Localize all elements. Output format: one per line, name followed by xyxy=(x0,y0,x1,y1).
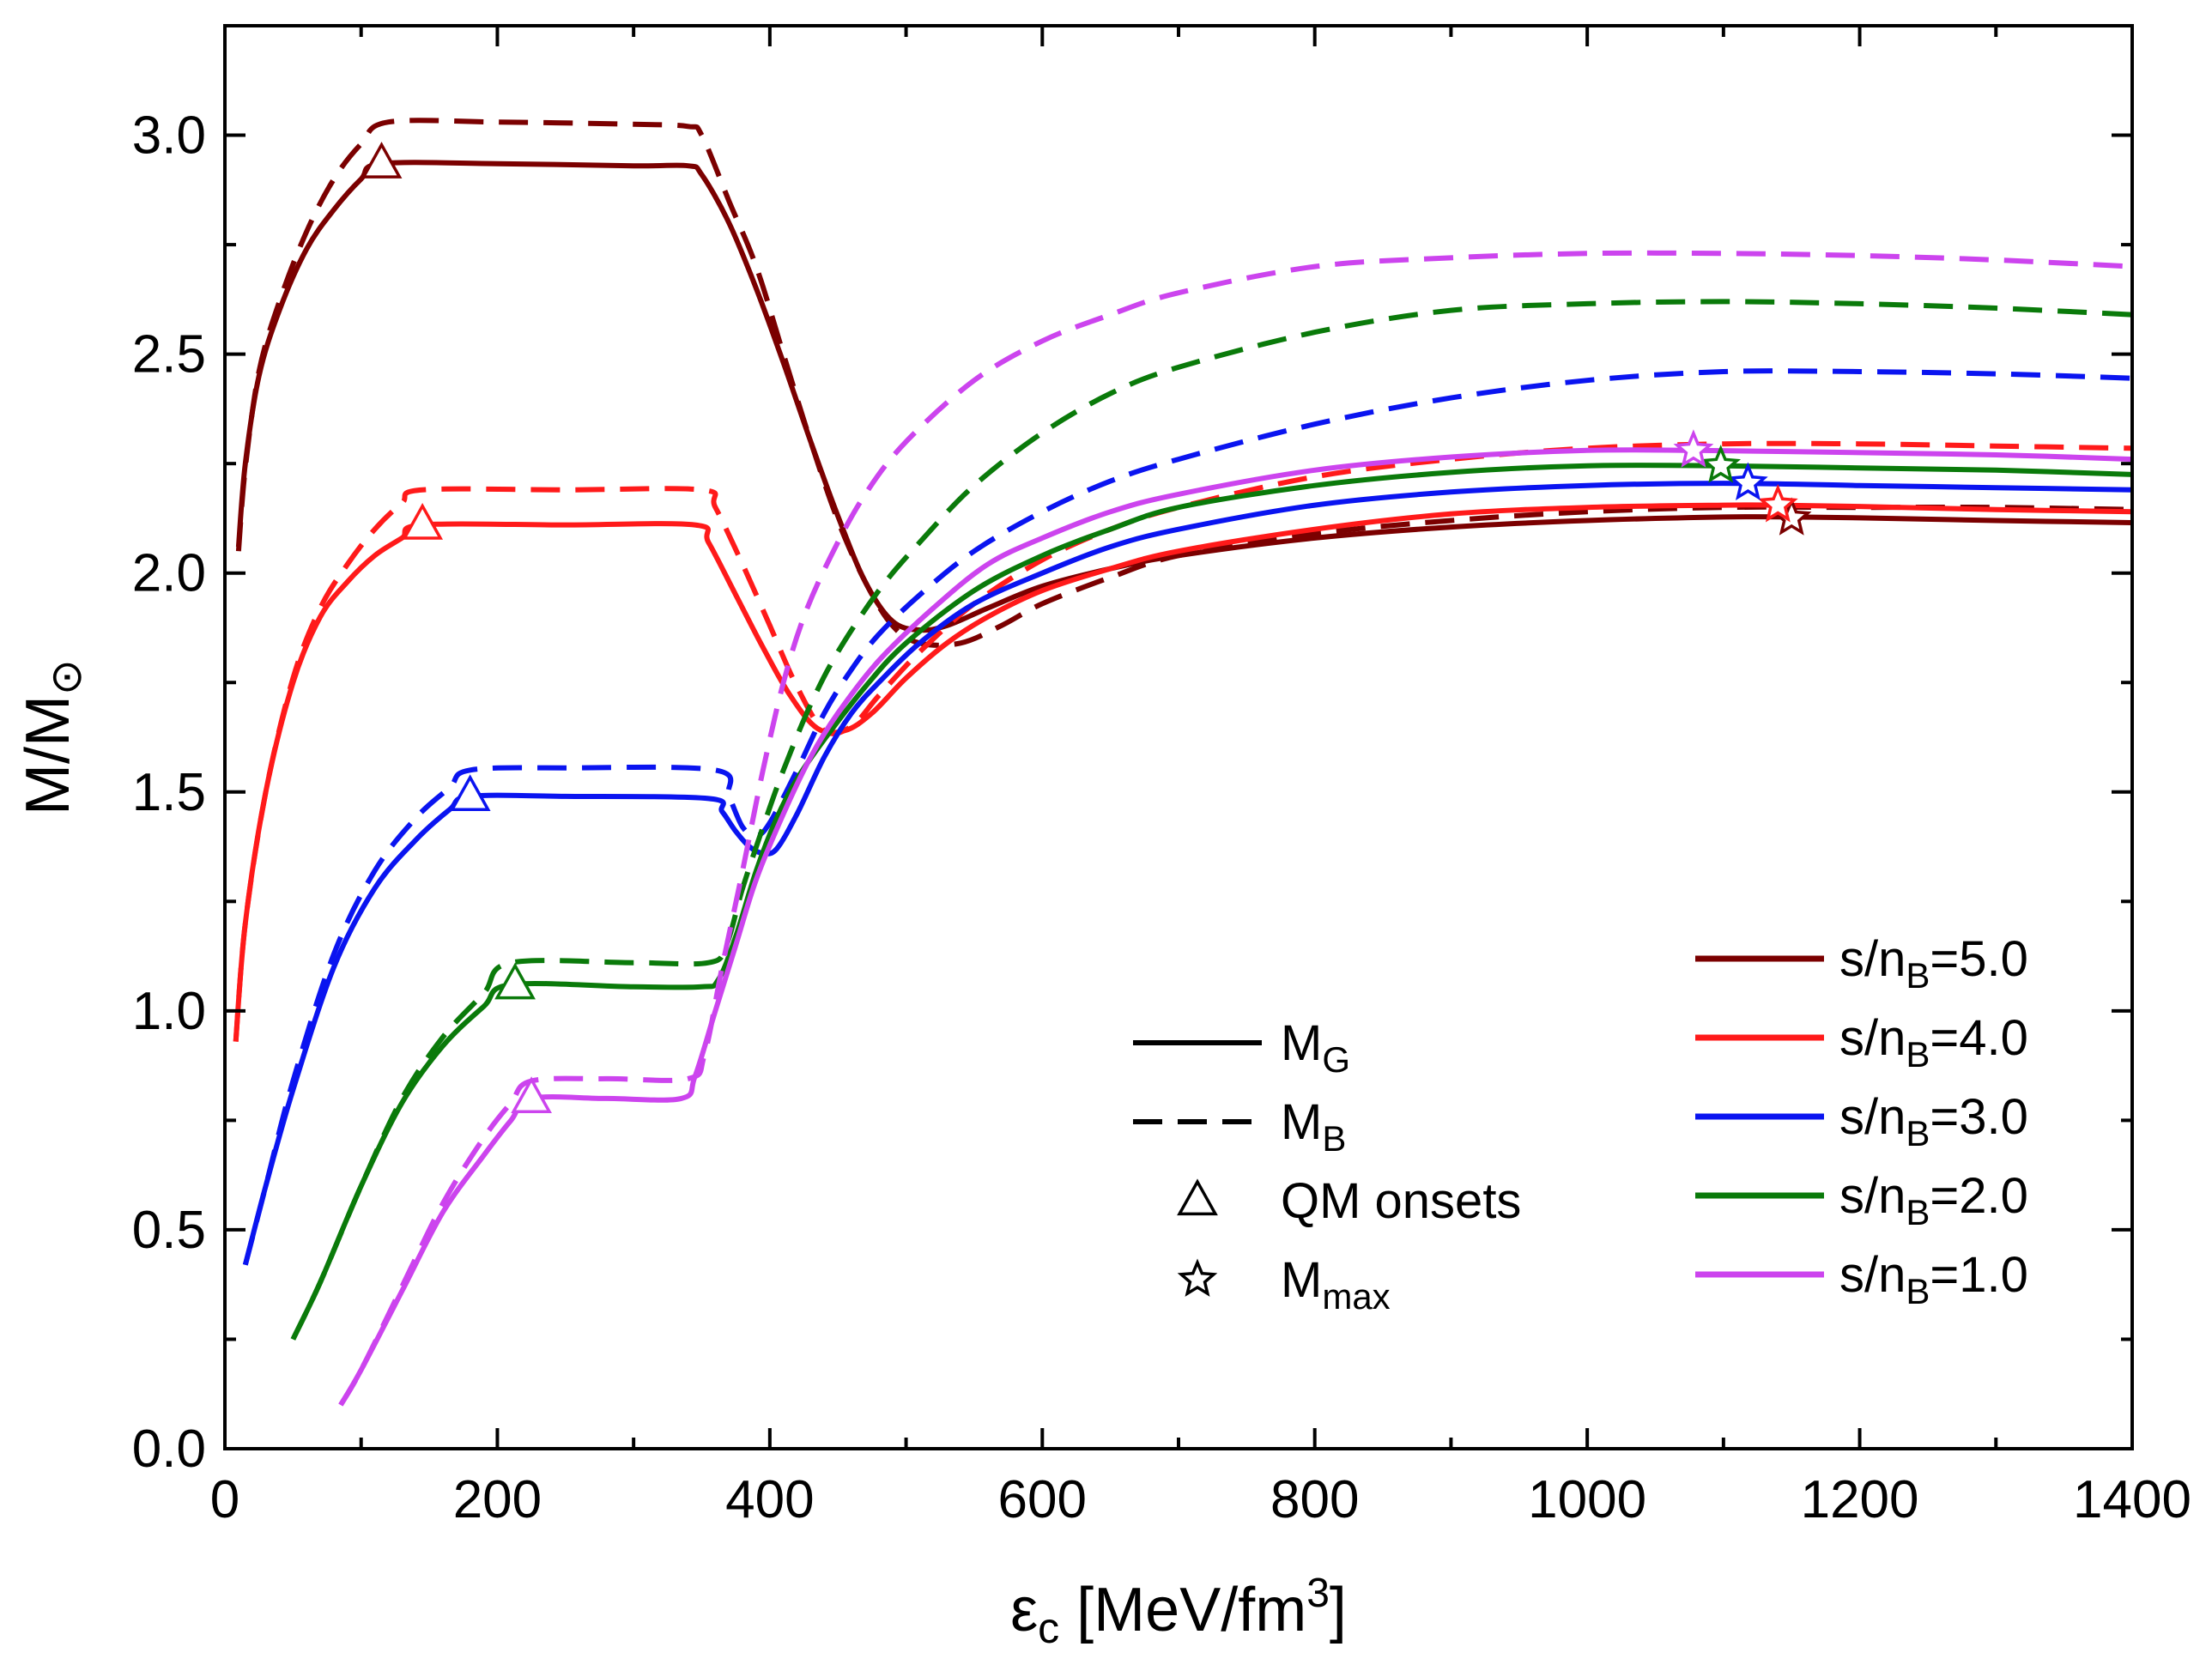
legend-series-label: s/nB=2.0 xyxy=(1839,1168,2028,1232)
markers-layer xyxy=(361,142,1812,1114)
legend-series-label: s/nB=4.0 xyxy=(1839,1010,2028,1075)
mmax-marker xyxy=(1700,445,1742,483)
series-mg-line xyxy=(338,447,2133,1407)
legend-triangle-icon xyxy=(1177,1178,1218,1216)
legend-series-label: s/nB=1.0 xyxy=(1839,1247,2028,1311)
y-tick-label: 0.0 xyxy=(132,1420,206,1479)
qm-onset-marker xyxy=(402,502,444,540)
x-axis-title-sub: c xyxy=(1038,1604,1059,1652)
x-tick-label: 600 xyxy=(998,1470,1087,1529)
legend-series: s/nB=5.0 s/nB=4.0 s/nB=3.0 s/nB=2.0 s/nB=1.0 xyxy=(1695,931,2028,1311)
x-tick-label: 0 xyxy=(210,1470,239,1529)
mmax-marker xyxy=(1673,429,1714,468)
x-tick-label: 1400 xyxy=(2073,1470,2191,1529)
x-tick-label: 1000 xyxy=(1528,1470,1646,1529)
series-mg-line xyxy=(233,502,2133,1042)
y-tick-label: 1.0 xyxy=(132,982,206,1041)
y-axis-title-sub: ⊙ xyxy=(42,659,90,695)
curves-layer xyxy=(233,118,2133,1407)
series-mb-line xyxy=(338,250,2133,1407)
mmax-marker xyxy=(1728,462,1768,501)
legend-style-label: MB xyxy=(1281,1094,1346,1159)
y-tick-label: 1.5 xyxy=(132,763,206,822)
legend-series-label: s/nB=3.0 xyxy=(1839,1089,2028,1153)
legend-star-icon xyxy=(1177,1258,1218,1297)
legend-style-label: Mmax xyxy=(1281,1252,1391,1317)
series-mb-line xyxy=(235,118,2133,648)
y-tick-label: 0.5 xyxy=(132,1201,206,1260)
qm-onset-marker xyxy=(494,962,536,1000)
y-tick-label: 2.5 xyxy=(132,325,206,384)
legend-line-styles: MG MB QM onsets Mmax xyxy=(1133,1015,1521,1317)
legend-style-label: QM onsets xyxy=(1281,1173,1521,1229)
tick-labels-layer: 0 200 400 600 800 1000 1200 1400 0.0 0.5 1.0 1.5 2.0… xyxy=(132,106,2191,1529)
series-mg-line xyxy=(242,481,2133,1266)
x-axis-title-unit: [MeV/fm xyxy=(1059,1576,1306,1644)
series-mb-line xyxy=(242,368,2133,1266)
series-mb-line xyxy=(290,299,2133,1341)
x-tick-label: 800 xyxy=(1270,1470,1359,1529)
series-mg-line xyxy=(235,160,2133,633)
ticks-layer xyxy=(223,26,2134,1450)
x-axis-title-sup: 3 xyxy=(1306,1571,1330,1616)
x-tick-label: 1200 xyxy=(1801,1470,1919,1529)
x-axis-title: εc [MeV/fm3] xyxy=(1010,1571,1347,1652)
plot-frame xyxy=(223,24,2134,1450)
x-axis-title-close: ] xyxy=(1330,1576,1347,1644)
legend-style-label: MG xyxy=(1281,1015,1350,1080)
legend-series-label: s/nB=5.0 xyxy=(1839,931,2028,996)
series-mg-line xyxy=(290,463,2133,1341)
qm-onset-marker xyxy=(511,1076,552,1114)
y-tick-label: 3.0 xyxy=(132,106,206,166)
qm-onset-marker xyxy=(449,774,491,812)
y-axis-title: M/M⊙ xyxy=(14,659,90,815)
qm-onset-marker xyxy=(361,142,403,179)
x-tick-label: 400 xyxy=(725,1470,814,1529)
x-tick-label: 200 xyxy=(453,1470,542,1529)
mmax-marker xyxy=(1757,484,1798,523)
y-tick-label: 2.0 xyxy=(132,544,206,603)
